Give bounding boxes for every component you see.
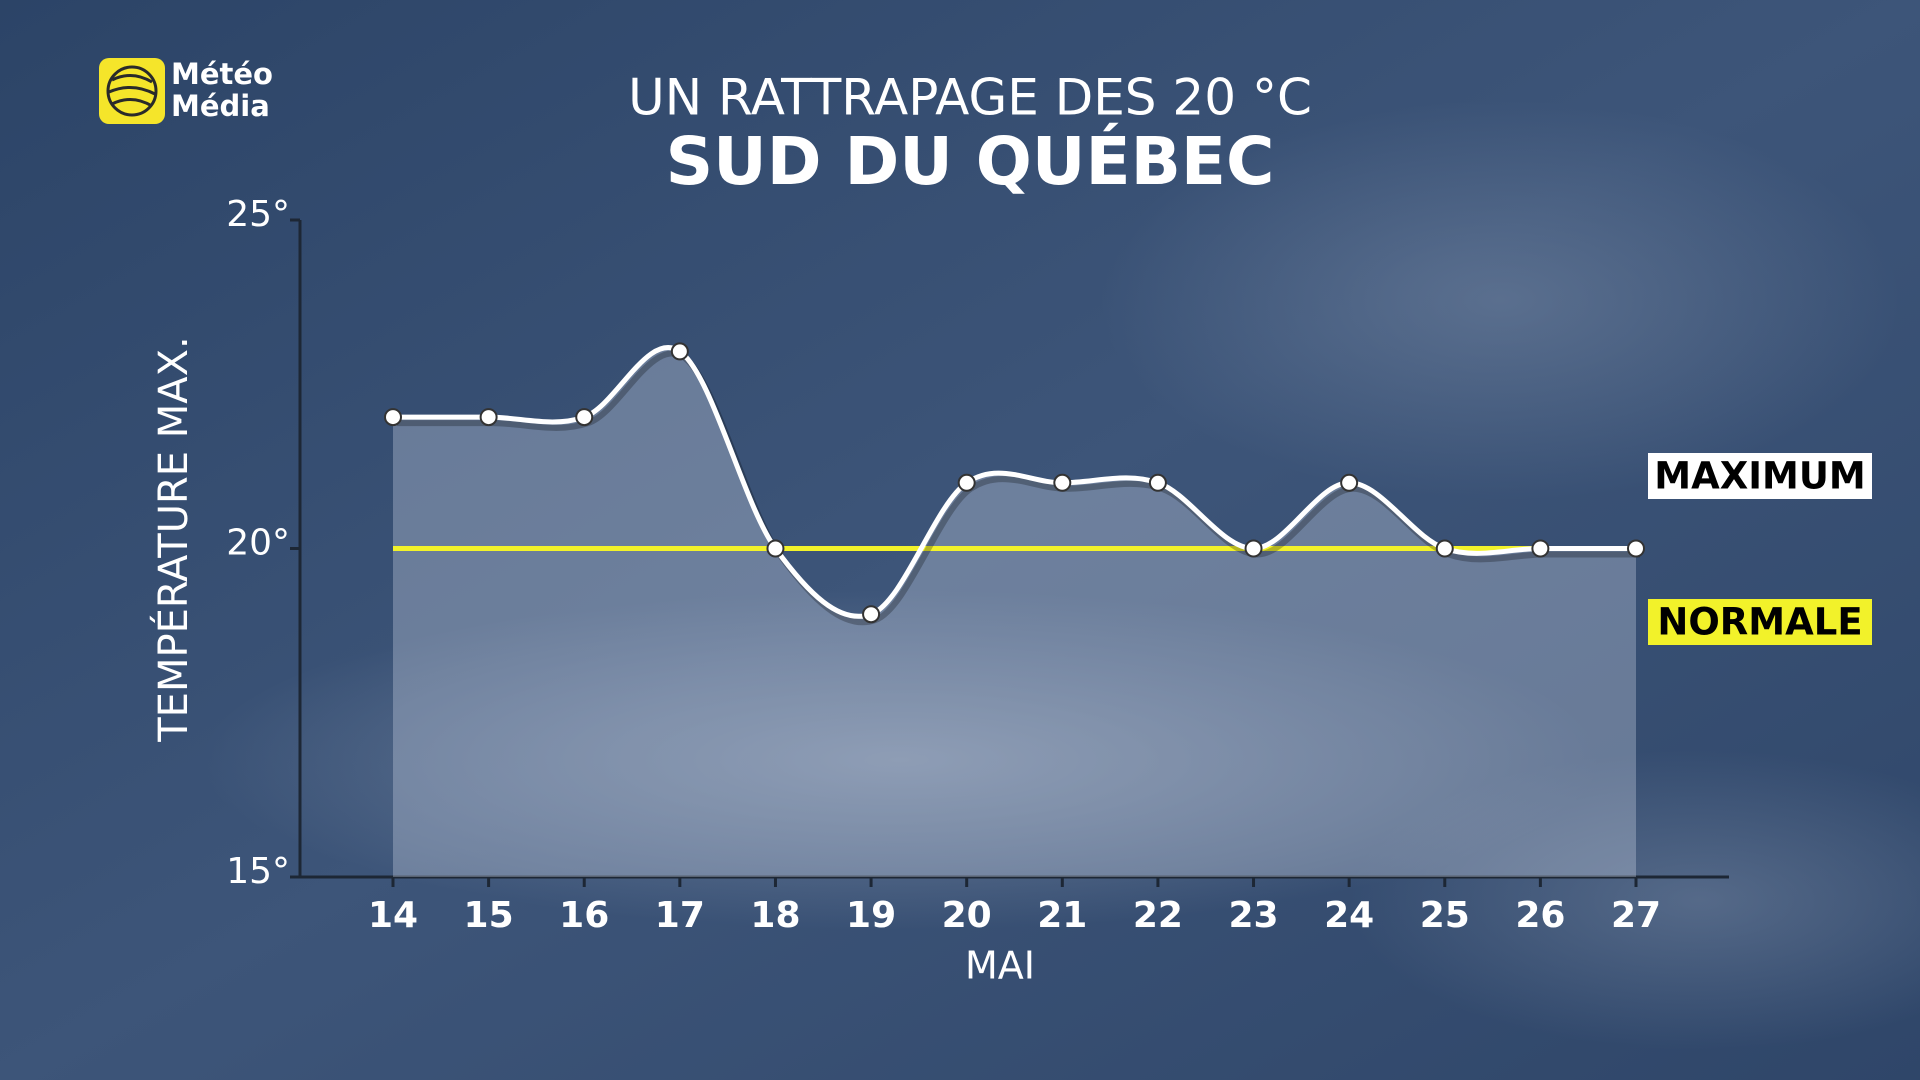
chart-title: UN RATTRAPAGE DES 20 °C bbox=[628, 69, 1312, 127]
x-tick-label: 15 bbox=[464, 895, 514, 936]
x-tick-label: 27 bbox=[1611, 895, 1661, 936]
legend-label: MAXIMUM bbox=[1654, 455, 1865, 498]
area bbox=[393, 347, 1636, 877]
x-tick-label: 20 bbox=[942, 895, 992, 936]
point bbox=[384, 408, 402, 427]
legend-label: NORMALE bbox=[1657, 601, 1862, 644]
point bbox=[766, 539, 785, 558]
x-tick-label: 23 bbox=[1228, 895, 1278, 936]
chart-subtitle: SUD DU QUÉBEC bbox=[666, 122, 1275, 200]
cloud bbox=[200, 590, 1600, 930]
point bbox=[575, 408, 594, 427]
legend-box bbox=[1648, 453, 1872, 499]
logo-text: Média bbox=[171, 89, 270, 123]
logo-text: Météo bbox=[171, 57, 273, 91]
point bbox=[1531, 539, 1550, 558]
y-tick-label: 20° bbox=[226, 523, 290, 564]
x-tick-label: 25 bbox=[1420, 895, 1470, 936]
y-tick-label: 25° bbox=[226, 194, 290, 235]
point bbox=[670, 342, 689, 361]
legend-box bbox=[1648, 599, 1872, 645]
x-tick-label: 18 bbox=[750, 895, 800, 936]
point bbox=[1627, 539, 1645, 558]
cloud bbox=[1100, 100, 1900, 500]
logo-globe bbox=[106, 65, 158, 117]
x-tick-label: 24 bbox=[1324, 895, 1374, 936]
point bbox=[957, 473, 976, 492]
point bbox=[1148, 473, 1167, 492]
cloud bbox=[1350, 750, 1920, 1050]
x-tick-label: 19 bbox=[846, 895, 896, 936]
logo-lines bbox=[108, 74, 156, 108]
x-tick-label: 16 bbox=[559, 895, 609, 936]
x-tick-label: 26 bbox=[1515, 895, 1565, 936]
x-axis-label: MAI bbox=[965, 944, 1035, 988]
x-tick-label: 21 bbox=[1037, 895, 1087, 936]
x-tick-label: 17 bbox=[655, 895, 705, 936]
point bbox=[1244, 539, 1263, 558]
line bbox=[393, 345, 1636, 619]
point bbox=[1340, 473, 1359, 492]
y-tick-label: 15° bbox=[226, 851, 290, 892]
point bbox=[1435, 539, 1454, 558]
point bbox=[1053, 473, 1072, 492]
y-axis-label: TEMPÉRATURE MAX. bbox=[149, 336, 197, 743]
x-tick-label: 22 bbox=[1133, 895, 1183, 936]
point bbox=[479, 408, 498, 427]
point bbox=[862, 605, 881, 624]
logo: Météo Média bbox=[99, 57, 273, 124]
x-tick-label: 14 bbox=[368, 895, 418, 936]
